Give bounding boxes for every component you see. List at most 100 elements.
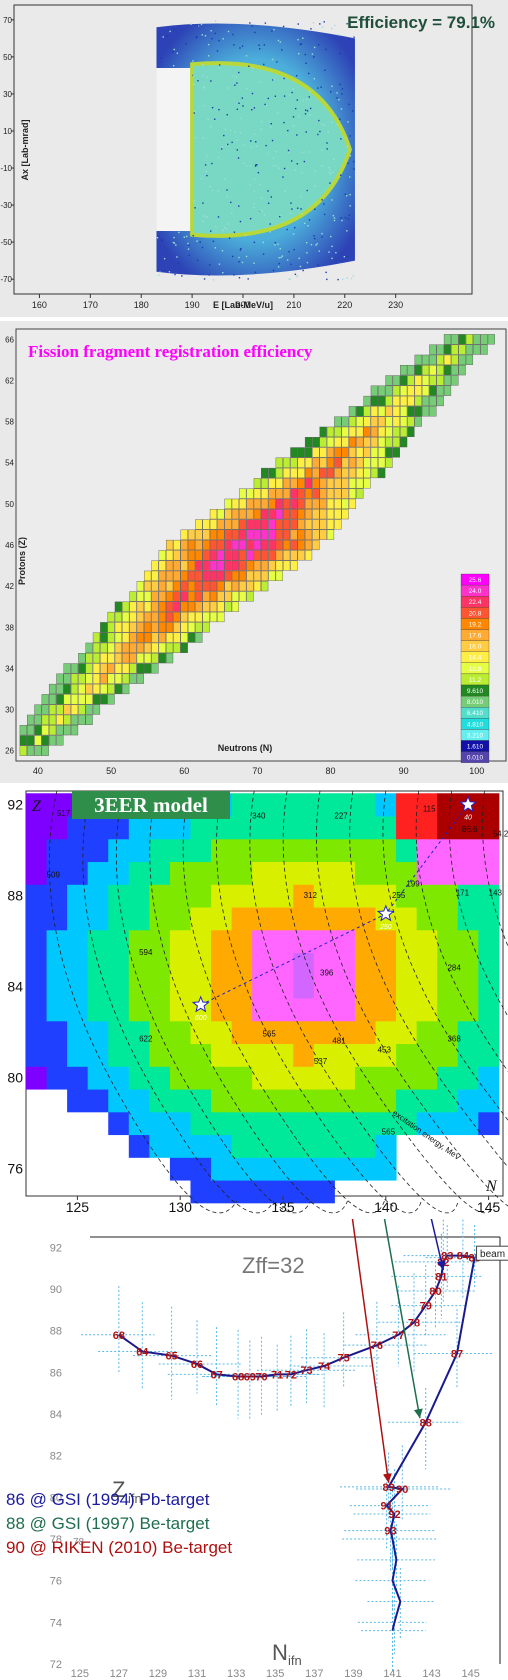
model-cell xyxy=(396,907,418,931)
x-tick-label: 145 xyxy=(477,1199,501,1215)
isotope-cell xyxy=(195,519,203,530)
model-cell xyxy=(46,816,68,840)
isotope-cell xyxy=(275,509,283,520)
model-cell xyxy=(128,929,150,954)
model-cell xyxy=(375,793,397,817)
model-cell xyxy=(26,929,48,954)
isotope-cell xyxy=(70,663,79,674)
isotope-cell xyxy=(341,426,349,437)
isotope-cell xyxy=(239,550,247,561)
efficiency-scatter-panel: 160 170 180 190 200 210 220 230 70 50 30 10 -10 -30 -5… xyxy=(0,0,508,317)
model-cell xyxy=(272,1020,294,1045)
isotope-cell xyxy=(341,447,349,458)
efficiency-scatter-plot: 160 170 180 190 200 210 220 230 70 50 30 10 -10 -30 -5… xyxy=(0,4,495,310)
isotope-cell xyxy=(407,426,415,437)
excitation-contour xyxy=(49,790,238,1214)
model-cell xyxy=(293,861,315,885)
model-cell xyxy=(149,816,171,840)
isotope-cell xyxy=(27,714,35,725)
model-cell xyxy=(169,838,191,863)
legend-label: 9.610 xyxy=(467,688,484,695)
legend-label: 6.410 xyxy=(467,710,484,717)
model-badge xyxy=(72,791,230,819)
model-cell xyxy=(396,838,418,863)
isotope-cell xyxy=(334,457,342,468)
model-cell xyxy=(457,929,479,954)
isotope-cell xyxy=(165,653,174,664)
isotope-cell xyxy=(429,406,437,417)
isotope-cell xyxy=(107,622,115,633)
contour-label: 368 xyxy=(447,1034,461,1043)
model-cell xyxy=(354,884,377,908)
model-cell xyxy=(396,861,418,885)
isotope-cell xyxy=(92,683,101,695)
model-cell xyxy=(437,952,459,976)
y-tick-label: -70 xyxy=(0,275,12,284)
isotope-cell xyxy=(480,334,488,345)
model-cell xyxy=(46,861,68,885)
isotope-cell xyxy=(158,581,166,592)
model-cell xyxy=(313,1020,335,1045)
isotope-cell xyxy=(275,539,283,551)
model-cell xyxy=(416,1066,438,1090)
model-cell xyxy=(231,1134,253,1158)
isotope-cell xyxy=(209,529,218,540)
model-cell xyxy=(108,1020,130,1045)
isotope-cell xyxy=(282,550,291,561)
model-cell xyxy=(46,838,68,863)
isotope-cell xyxy=(473,344,481,355)
isotope-cell xyxy=(92,694,101,705)
x-tick-label: 129 xyxy=(149,1668,167,1680)
model-cell xyxy=(149,861,171,885)
model-cell xyxy=(108,861,130,885)
model-cell xyxy=(211,861,233,885)
isotope-cell xyxy=(100,642,108,653)
model-cell xyxy=(457,998,479,1022)
model-cell xyxy=(272,1089,294,1113)
model-cell xyxy=(375,998,397,1022)
x-tick-label: 70 xyxy=(252,766,262,776)
isotope-cell xyxy=(341,488,349,499)
isotope-cell xyxy=(144,611,152,623)
y-axis-subscript: ifn xyxy=(128,1491,142,1506)
isotope-cell xyxy=(202,570,210,581)
isotope-cell xyxy=(165,550,174,561)
contour-label: 312 xyxy=(304,891,318,900)
model-cell xyxy=(437,838,459,863)
y-tick-label: 76 xyxy=(50,1576,62,1588)
track-point-label: 93 xyxy=(384,1526,396,1538)
model-cell xyxy=(354,1066,377,1090)
excitation-contour xyxy=(415,790,508,1072)
isotope-cell xyxy=(187,622,196,633)
model-cell xyxy=(87,838,109,863)
isotope-cell xyxy=(78,704,86,715)
track-point-label: 88 xyxy=(420,1417,432,1429)
model-cell xyxy=(67,998,89,1022)
model-cell xyxy=(128,861,150,885)
y-axis-title: Z xyxy=(112,1477,125,1502)
legend-label: 20.8 xyxy=(469,610,482,617)
model-cell xyxy=(149,1089,171,1113)
model-cell xyxy=(149,884,171,908)
isotope-cell xyxy=(195,581,203,592)
model-cell xyxy=(396,952,418,976)
isotope-cell xyxy=(144,653,152,664)
y-tick-label: 10 xyxy=(3,127,12,136)
model-cell xyxy=(396,793,418,817)
y-tick-label: 80 xyxy=(50,1492,62,1504)
isotope-cell xyxy=(136,591,144,602)
isotope-cell xyxy=(392,437,400,448)
isotope-cell xyxy=(85,663,93,674)
isotope-cell xyxy=(202,601,210,612)
model-cell xyxy=(169,1157,191,1181)
isotope-cell xyxy=(85,673,93,684)
legend-label: 3.210 xyxy=(467,732,484,739)
model-cell xyxy=(457,1020,479,1045)
isotope-cell xyxy=(297,519,305,530)
model-cell xyxy=(190,1089,212,1113)
isotope-cell xyxy=(144,570,152,581)
model-cell xyxy=(26,861,48,885)
isotope-cell xyxy=(421,406,430,417)
isotope-cell xyxy=(436,365,444,376)
track-point-label: 74 xyxy=(318,1361,331,1373)
